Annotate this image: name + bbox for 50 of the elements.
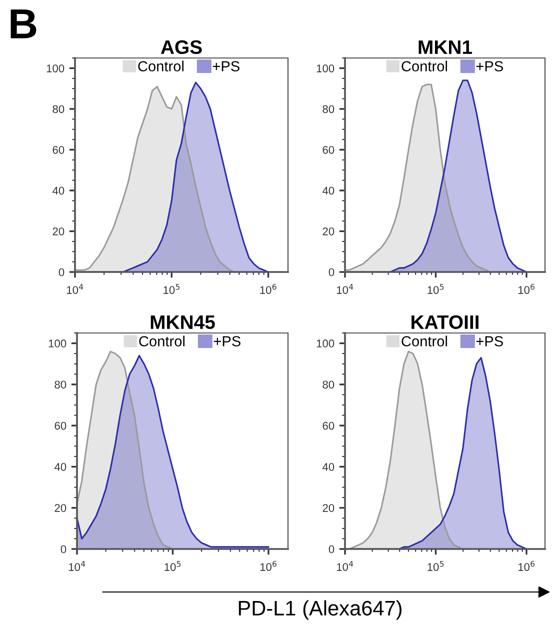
x-axis-title: PD-L1 (Alexa647) xyxy=(238,600,402,620)
x-tick-label: 10$^{5}$ xyxy=(164,284,180,294)
x-tick-label: 10$^{4}$ xyxy=(66,284,84,294)
legend-label: +PS xyxy=(212,61,240,72)
chart-title: MKN1 xyxy=(418,40,472,54)
legend-label: +PS xyxy=(476,61,503,72)
y-tick-label: 40 xyxy=(322,186,334,195)
y-tick-label: 40 xyxy=(52,186,64,195)
chart-title: MKN45 xyxy=(150,315,215,330)
x-tick-label: 10$^{4}$ xyxy=(68,560,86,571)
y-tick-label: 0 xyxy=(60,545,66,554)
x-tick-label: 10$^{4}$ xyxy=(336,284,354,294)
legend-label: Control xyxy=(402,60,447,72)
legend-label: Control xyxy=(139,336,184,346)
y-tick-label: 100 xyxy=(48,340,66,348)
y-tick-label: 60 xyxy=(322,146,334,154)
x-tick-label: 10$^{5}$ xyxy=(164,560,181,571)
x-tick-label: 10$^{6}$ xyxy=(260,284,276,294)
y-tick-label: 0 xyxy=(328,545,334,554)
y-tick-label: 80 xyxy=(322,380,334,389)
legend-label: Control xyxy=(138,60,184,72)
y-tick-label: 60 xyxy=(54,422,66,430)
y-tick-label: 20 xyxy=(322,504,334,512)
y-tick-label: 40 xyxy=(54,462,66,471)
y-tick-label: 20 xyxy=(54,504,66,512)
y-tick-label: 60 xyxy=(52,146,64,154)
y-tick-label: 20 xyxy=(52,228,64,236)
y-tick-label: 60 xyxy=(322,422,334,430)
y-tick-label: 100 xyxy=(316,64,334,72)
y-tick-label: 100 xyxy=(46,64,64,72)
x-tick-label: 10$^{6}$ xyxy=(518,284,535,294)
legend-label: +PS xyxy=(476,336,503,346)
x-tick-label: 10$^{6}$ xyxy=(518,560,535,571)
y-tick-label: 100 xyxy=(316,340,334,348)
y-tick-label: 40 xyxy=(322,462,334,471)
legend-label: Control xyxy=(402,336,447,346)
legend-label: +PS xyxy=(214,336,240,346)
x-tick-label: 10$^{4}$ xyxy=(336,560,354,571)
y-tick-label: 20 xyxy=(322,228,334,236)
text: B xyxy=(10,10,36,38)
y-tick-label: 0 xyxy=(328,268,334,276)
chart-title: AGS xyxy=(160,40,202,54)
y-tick-label: 80 xyxy=(52,105,64,114)
chart-title: KATOIII xyxy=(412,315,478,330)
x-tick-label: 10$^{5}$ xyxy=(428,284,444,294)
x-tick-label: 10$^{6}$ xyxy=(260,560,276,571)
y-tick-label: 80 xyxy=(322,105,334,114)
y-tick-label: 80 xyxy=(54,380,66,389)
x-tick-label: 10$^{5}$ xyxy=(428,560,444,571)
y-tick-label: 0 xyxy=(58,268,64,276)
